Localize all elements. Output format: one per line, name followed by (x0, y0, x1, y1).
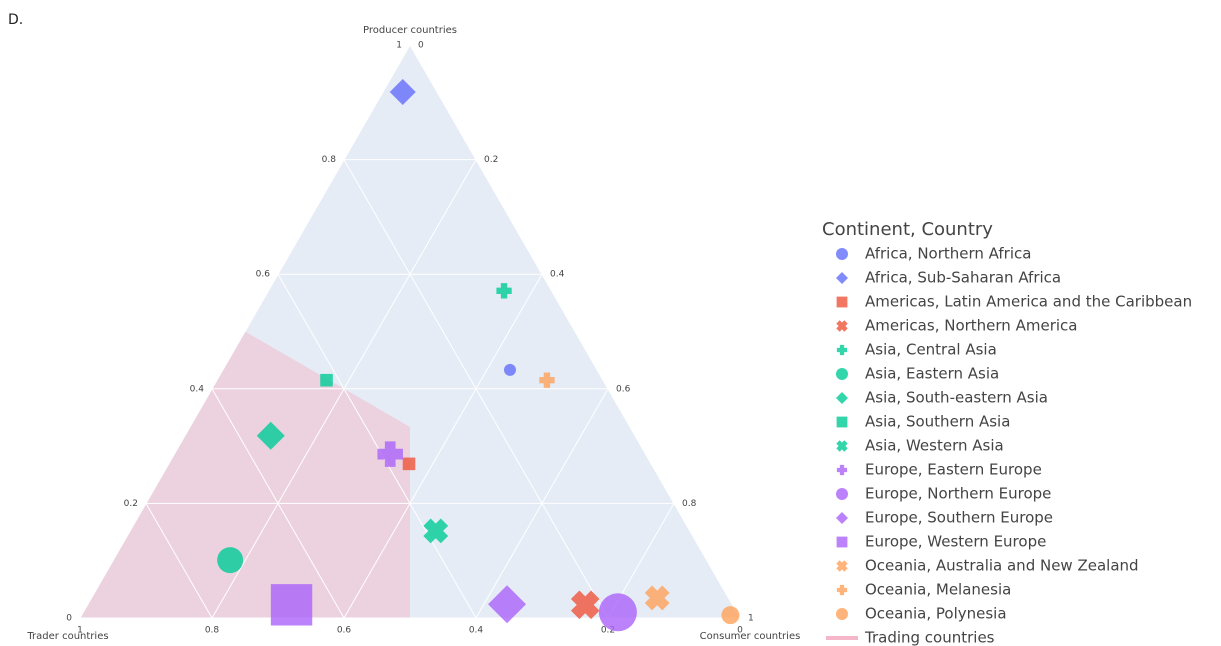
a-tick-label: 0.8 (322, 155, 337, 165)
marker (377, 441, 403, 467)
grid-line (145, 503, 213, 619)
a-tick-label: 0.6 (256, 270, 271, 280)
b-tick-label: 1 (77, 626, 83, 636)
legend-symbol (836, 392, 848, 404)
legend-label: Asia, Eastern Asia (865, 365, 999, 383)
legend-symbol (836, 248, 848, 260)
legend-symbol (836, 464, 848, 476)
b-tick-label: 0.8 (205, 626, 220, 636)
legend-symbol (836, 296, 848, 308)
legend-symbol (836, 272, 848, 284)
marker (389, 78, 416, 105)
legend-label: Asia, South-eastern Asia (865, 389, 1048, 407)
panel-label: D. (8, 12, 23, 28)
marker (598, 593, 637, 632)
legend-symbol (836, 560, 848, 572)
legend-title: Continent, Country (822, 219, 993, 240)
legend-label: Oceania, Polynesia (865, 605, 1007, 623)
marker (496, 283, 512, 299)
legend-label: Europe, Eastern Europe (865, 461, 1042, 479)
legend-label: Asia, Southern Asia (865, 413, 1010, 431)
legend-symbol (836, 488, 848, 500)
marker (644, 585, 670, 611)
b-tick-label: 0.6 (337, 626, 352, 636)
a-tick-label: 0 (66, 614, 72, 624)
marker (402, 457, 416, 471)
legend-symbol (836, 416, 848, 428)
grid-line (409, 44, 741, 619)
legend-symbol (836, 608, 848, 620)
marker (423, 518, 449, 544)
a-tick-label: 0.4 (190, 384, 205, 394)
legend-label: Europe, Northern Europe (865, 485, 1051, 503)
legend-symbol (836, 344, 848, 356)
marker (256, 421, 285, 450)
grid-line (277, 273, 477, 619)
marker (539, 372, 555, 388)
grid-line (79, 44, 411, 619)
legend-label: Americas, Northern America (865, 317, 1077, 335)
a-axis-title: Producer countries (363, 25, 457, 36)
legend-label: Asia, Western Asia (865, 437, 1004, 455)
c-tick-label: 0 (418, 41, 424, 51)
marker (721, 606, 740, 625)
legend-label: Trading countries (864, 629, 995, 646)
grid-line (343, 273, 543, 619)
legend-symbol (836, 584, 848, 596)
b-tick-label: 0.2 (601, 626, 615, 636)
a-tick-label: 1 (396, 41, 402, 51)
c-tick-label: 0.6 (616, 384, 631, 394)
grid-line (211, 159, 477, 619)
legend-label: Oceania, Australia and New Zealand (865, 557, 1139, 575)
c-tick-label: 0.2 (484, 155, 498, 165)
legend-label: Africa, Sub-Saharan Africa (865, 269, 1061, 287)
c-tick-label: 0.4 (550, 270, 565, 280)
legend-symbol (836, 512, 848, 524)
marker (217, 547, 244, 574)
c-tick-label: 1 (748, 614, 754, 624)
marker (488, 585, 527, 624)
c-axis-title: Consumer countries (700, 631, 801, 642)
b-tick-label: 0.4 (469, 626, 484, 636)
legend-label: Europe, Southern Europe (865, 509, 1053, 527)
legend-label: Americas, Latin America and the Caribbea… (865, 293, 1192, 311)
a-tick-label: 0.2 (124, 499, 138, 509)
legend-label: Oceania, Melanesia (865, 581, 1011, 599)
trading-region (80, 331, 410, 618)
legend-label: Europe, Western Europe (865, 533, 1046, 551)
b-axis-title: Trader countries (26, 631, 108, 642)
marker (503, 363, 516, 376)
legend-symbol (836, 320, 848, 332)
legend-label: Africa, Northern Africa (865, 245, 1031, 263)
b-tick-label: 0 (737, 626, 743, 636)
legend-symbol (836, 440, 848, 452)
legend-symbol (836, 368, 848, 380)
marker (270, 584, 313, 626)
legend-label: Asia, Central Asia (865, 341, 997, 359)
legend-symbol (836, 536, 848, 548)
grid-line (475, 388, 609, 619)
c-tick-label: 0.8 (682, 499, 697, 509)
marker (570, 590, 600, 620)
marker (320, 373, 333, 387)
